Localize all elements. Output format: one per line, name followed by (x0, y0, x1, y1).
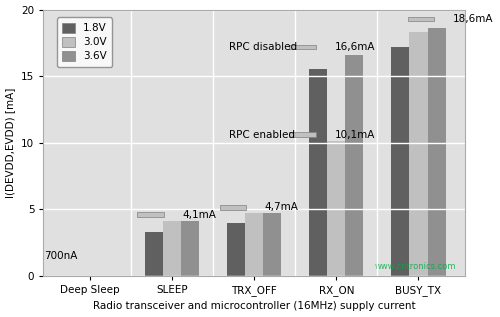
Text: 10,1mA: 10,1mA (334, 130, 375, 140)
Text: RPC disabled: RPC disabled (230, 42, 298, 52)
Bar (309, 69, 327, 276)
FancyBboxPatch shape (290, 45, 316, 49)
Bar (227, 223, 245, 276)
Text: 4,1mA: 4,1mA (182, 210, 216, 220)
Bar (245, 213, 263, 276)
FancyBboxPatch shape (290, 133, 316, 137)
Legend: 1.8V, 3.0V, 3.6V: 1.8V, 3.0V, 3.6V (57, 17, 112, 67)
Bar (410, 32, 428, 276)
X-axis label: Radio transceiver and microcontroller (16MHz) supply current: Radio transceiver and microcontroller (1… (93, 301, 416, 311)
Bar (392, 47, 409, 276)
Text: RPC enabled: RPC enabled (230, 130, 296, 140)
Y-axis label: I(DEVDD,EVDD) [mA]: I(DEVDD,EVDD) [mA] (6, 87, 16, 198)
Bar (263, 213, 281, 276)
Bar (163, 221, 181, 276)
Text: 18,6mA: 18,6mA (453, 14, 494, 24)
FancyBboxPatch shape (138, 212, 164, 217)
Text: 16,6mA: 16,6mA (334, 42, 375, 52)
Bar (327, 141, 345, 276)
Bar (181, 221, 199, 276)
Bar (428, 28, 446, 276)
Text: 700nA: 700nA (44, 251, 78, 261)
Text: 4,7mA: 4,7mA (265, 202, 298, 212)
Bar (346, 55, 364, 276)
FancyBboxPatch shape (408, 16, 434, 21)
Text: www.cntronics.com: www.cntronics.com (375, 262, 456, 271)
FancyBboxPatch shape (0, 254, 26, 258)
FancyBboxPatch shape (220, 205, 246, 210)
Bar (144, 232, 163, 276)
